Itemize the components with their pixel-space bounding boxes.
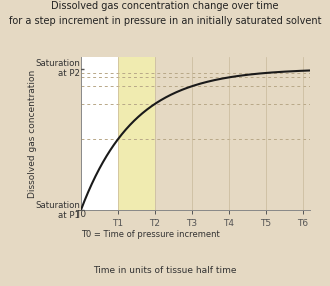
Text: Dissolved gas concentration: Dissolved gas concentration [28,69,37,198]
Bar [81,57,118,210]
Text: Saturation
at P2: Saturation at P2 [36,59,81,78]
Text: Saturation
at P1: Saturation at P1 [36,200,81,220]
Text: T0: T0 [75,210,86,219]
Text: T0 = Time of pressure increment: T0 = Time of pressure increment [81,230,219,239]
Bar [118,57,155,210]
Text: for a step increment in pressure in an initially saturated solvent: for a step increment in pressure in an i… [9,16,321,26]
Text: Time in units of tissue half time: Time in units of tissue half time [93,266,237,275]
Text: Dissolved gas concentration change over time: Dissolved gas concentration change over … [51,1,279,11]
